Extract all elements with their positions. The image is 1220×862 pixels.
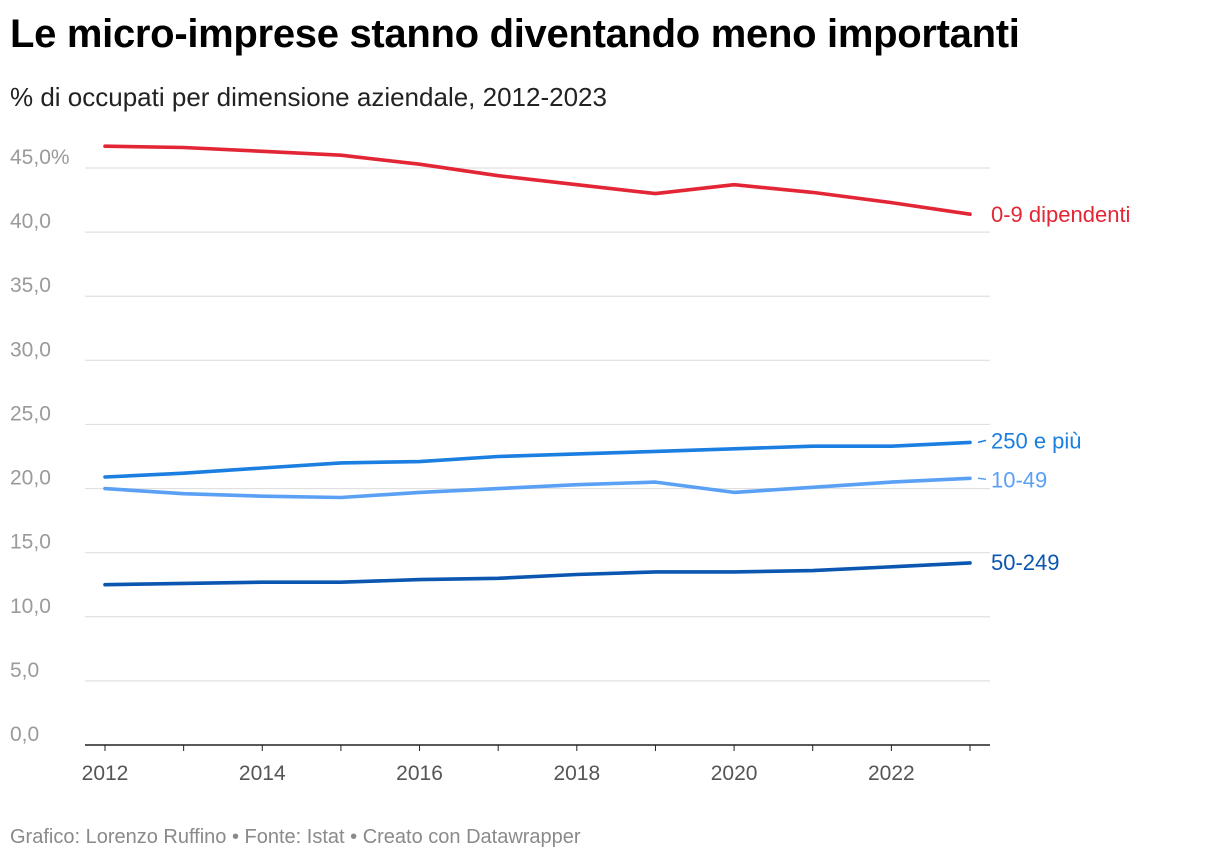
series-line-250-e-pi- xyxy=(103,440,972,479)
y-tick-label: 10,0 xyxy=(10,595,51,618)
x-axis: 2012 2014 2016 2018 2020 2022 xyxy=(82,745,971,785)
y-tick-label: 5,0 xyxy=(10,659,39,682)
x-tick-label: 2018 xyxy=(553,762,600,785)
x-tick-label: 2022 xyxy=(868,762,915,785)
series-line-0-9-dipendenti xyxy=(103,144,972,216)
chart-subtitle: % di occupati per dimensione aziendale, … xyxy=(10,82,607,112)
series-label: 50-249 xyxy=(991,550,1060,575)
x-tick-label: 2014 xyxy=(239,762,286,785)
y-tick-label: 40,0 xyxy=(10,210,51,233)
series-line-10-49 xyxy=(103,476,972,500)
y-tick-label: 20,0 xyxy=(10,467,51,490)
series-line-50-249 xyxy=(103,561,972,587)
series-label: 250 e più xyxy=(991,428,1082,453)
chart-title: Le micro-imprese stanno diventando meno … xyxy=(10,12,1020,56)
series-label: 0-9 dipendenti xyxy=(991,202,1130,227)
series-label: 10-49 xyxy=(991,467,1047,492)
y-axis: 0,0 5,0 10,0 15,0 20,0 25,0 30,0 35,0 40,0 45,0% xyxy=(10,146,70,746)
x-tick-label: 2020 xyxy=(711,762,758,785)
y-tick-label: 30,0 xyxy=(10,338,51,361)
y-tick-label: 15,0 xyxy=(10,531,51,554)
y-tick-label: 35,0 xyxy=(10,274,51,297)
grid-lines xyxy=(85,167,990,746)
x-tick-label: 2016 xyxy=(396,762,443,785)
series-lines xyxy=(103,144,972,587)
y-tick-label: 45,0% xyxy=(10,146,70,169)
x-tick-label: 2012 xyxy=(82,762,129,785)
series-labels: 0-9 dipendenti 250 e più 10-49 50-249 xyxy=(977,202,1130,575)
y-tick-label: 0,0 xyxy=(10,723,39,746)
y-tick-label: 25,0 xyxy=(10,402,51,425)
footer-credits: Grafico: Lorenzo Ruffino • Fonte: Istat … xyxy=(10,826,581,848)
series-label-connector xyxy=(977,439,987,444)
series-label-connector xyxy=(977,477,987,481)
